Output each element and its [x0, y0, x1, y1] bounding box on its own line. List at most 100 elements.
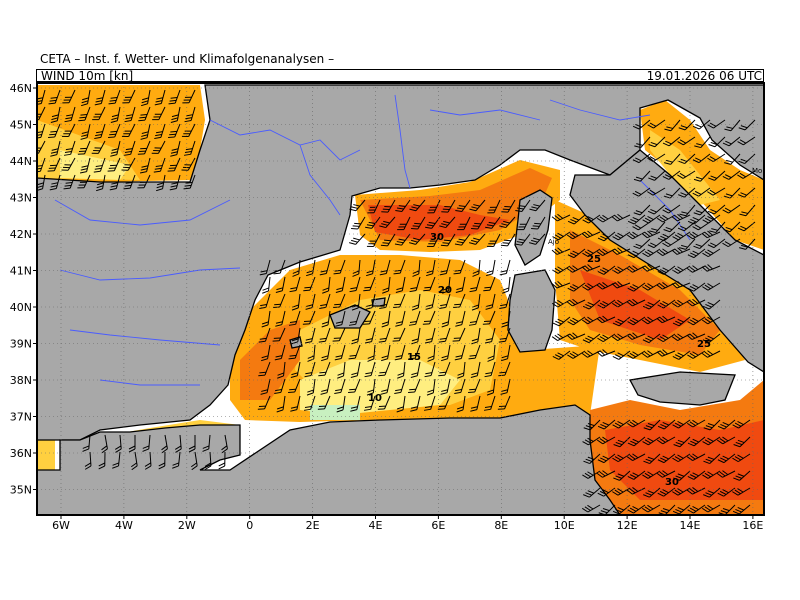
wind-barb	[423, 395, 436, 411]
wind-barb	[350, 395, 361, 412]
wind-barb	[716, 470, 736, 478]
wind-barb	[663, 221, 681, 233]
wind-barb	[723, 221, 741, 233]
wind-barb	[692, 221, 711, 231]
lon-tick-label: 8E	[494, 519, 508, 532]
wind-barb	[582, 436, 601, 446]
wind-barb	[138, 106, 151, 122]
wind-barb	[642, 504, 661, 513]
wind-barb	[137, 140, 151, 155]
wind-barb	[319, 293, 331, 309]
wind-barb	[677, 136, 696, 146]
lon-tick-label: 6E	[431, 519, 445, 532]
wind-barb	[733, 470, 751, 481]
land	[37, 84, 764, 515]
wind-barb	[172, 451, 181, 469]
wind-barb	[190, 451, 198, 471]
wind-barb	[613, 436, 631, 448]
wind-barb	[678, 187, 696, 198]
wind-barb	[708, 170, 726, 181]
wind-barb	[657, 214, 676, 223]
wind-barb	[48, 123, 61, 139]
wind-barb	[218, 451, 226, 470]
wind-barb	[627, 436, 646, 447]
wind-barb	[121, 157, 136, 171]
wind-barb	[392, 327, 406, 342]
wind-barb	[258, 327, 271, 343]
wind-barb	[702, 436, 721, 446]
wind-barb	[582, 470, 601, 479]
wind-barb	[702, 248, 721, 258]
wind-barb	[499, 216, 516, 229]
wind-barb	[471, 327, 481, 345]
wind-barb	[634, 136, 651, 149]
wind-barb	[486, 378, 496, 396]
wind-barb	[110, 106, 121, 124]
wind-barb	[161, 434, 168, 454]
wind-barb	[426, 233, 441, 247]
wind-barb	[597, 299, 616, 309]
wind-barb	[408, 310, 421, 326]
lat-tick-label: 46N	[10, 82, 32, 95]
wind-barb	[364, 327, 376, 344]
wind-barb	[702, 214, 721, 224]
wind-barb	[153, 157, 166, 173]
wind-barb	[693, 170, 711, 182]
lat-tick-label: 35N	[10, 484, 32, 497]
wind-barb	[128, 435, 136, 453]
wind-barb	[424, 327, 436, 344]
lon-tick-label: 10E	[554, 519, 575, 532]
wind-barb	[394, 378, 406, 394]
wind-barb	[687, 504, 706, 514]
wind-barb	[61, 157, 76, 171]
wind-barb	[455, 276, 466, 294]
isotach-label: 25	[697, 339, 711, 350]
wind-barb	[457, 361, 466, 379]
wind-barb	[425, 293, 436, 310]
wind-barb	[709, 221, 726, 234]
lat-tick-label: 43N	[10, 192, 32, 205]
wind-barb	[642, 436, 661, 446]
wind-barb	[672, 487, 691, 496]
wind-barb	[687, 350, 706, 359]
wind-barb	[61, 123, 76, 137]
wind-barb	[647, 153, 666, 163]
wind-barb	[627, 316, 646, 326]
wind-barb	[627, 470, 646, 480]
wind-barbs	[37, 89, 756, 515]
wind-barb	[124, 106, 136, 123]
wind-barb	[258, 361, 271, 377]
wind-barb	[379, 259, 391, 276]
wind-barb	[335, 276, 346, 294]
wind-barb	[275, 276, 286, 294]
wind-barb	[596, 248, 616, 257]
lon-tick-label: 14E	[680, 519, 701, 532]
wind-barb	[155, 174, 166, 192]
wind-barb	[62, 89, 76, 104]
lat-tick-label: 36N	[10, 447, 32, 460]
wind-barb	[292, 259, 301, 277]
wind-barb	[438, 361, 451, 377]
wind-barb	[304, 327, 316, 344]
wind-barb	[582, 504, 601, 513]
wind-barb	[109, 174, 121, 191]
wind-barb	[92, 106, 106, 121]
wind-barb	[597, 333, 616, 343]
lon-tick-label: 16E	[742, 519, 763, 532]
wind-barb	[626, 487, 646, 495]
wind-barb	[457, 216, 471, 231]
wind-barb	[582, 214, 601, 224]
wind-barb	[349, 199, 366, 212]
wind-barb	[627, 350, 646, 359]
wind-barb	[551, 280, 571, 289]
wind-barb	[692, 119, 711, 130]
wind-barb	[733, 436, 751, 448]
lon-tick-label: 0	[246, 519, 253, 532]
wind-barb	[581, 230, 601, 239]
wind-barb	[567, 350, 586, 359]
wind-barb	[673, 470, 691, 481]
wind-barb	[583, 487, 601, 498]
wind-barb	[468, 344, 481, 360]
wind-barb	[648, 170, 666, 181]
wind-barb	[567, 214, 586, 225]
